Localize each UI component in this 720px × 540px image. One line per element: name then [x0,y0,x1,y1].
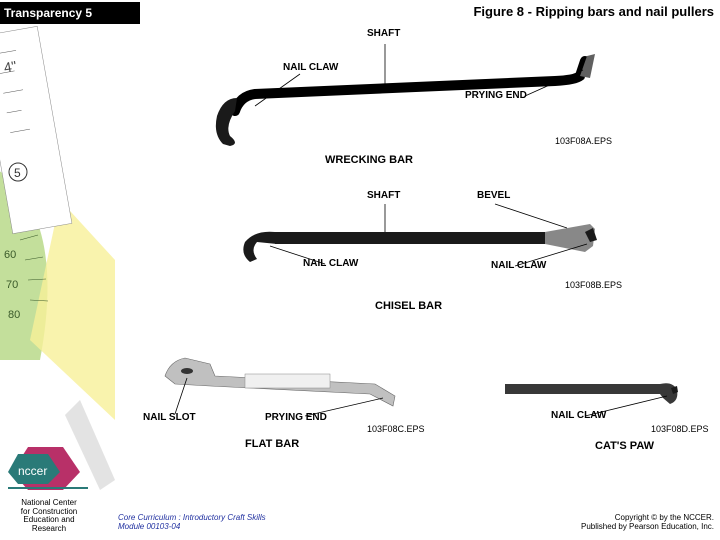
eps-catspaw: 103F08D.EPS [651,424,709,434]
name-wrecking-bar: WRECKING BAR [325,154,413,166]
svg-text:5: 5 [14,166,21,180]
figure-title: Figure 8 - Ripping bars and nail pullers [473,4,714,19]
nccer-logo: nccer [8,442,88,492]
footer-copyright: Copyright © by the NCCER. Published by P… [581,513,714,532]
eps-wrecking: 103F08A.EPS [555,136,612,146]
logo-text: nccer [18,464,47,478]
label-nail-claw: NAIL CLAW [283,62,338,73]
chisel-bar-section: SHAFT BEVEL NAIL CLAW NAIL CLAW 103F08B.… [195,184,635,324]
label-nail-claw-cp: NAIL CLAW [551,410,606,421]
label-prying-end-2: PRYING END [265,412,327,423]
cats-paw-section: NAIL CLAW 103F08D.EPS CAT'S PAW [455,346,715,476]
label-shaft: SHAFT [367,28,400,39]
svg-text:70: 70 [6,279,18,291]
flat-bar-section: NAIL SLOT PRYING END 103F08C.EPS FLAT BA… [115,336,445,476]
eps-chisel: 103F08B.EPS [565,280,622,290]
label-prying-end: PRYING END [465,90,527,101]
footer-org: National Center for Construction Educati… [4,499,94,534]
label-nail-claw-r: NAIL CLAW [491,260,546,271]
svg-text:60: 60 [4,249,16,261]
svg-text:80: 80 [8,309,20,321]
eps-flat: 103F08C.EPS [367,424,425,434]
name-cats-paw: CAT'S PAW [595,440,654,452]
label-bevel: BEVEL [477,190,510,201]
label-nail-slot: NAIL SLOT [143,412,196,423]
label-shaft-2: SHAFT [367,190,400,201]
label-nail-claw-l: NAIL CLAW [303,258,358,269]
diagram-area: SHAFT NAIL CLAW PRYING END 103F08A.EPS W… [115,26,720,496]
wrecking-bar-section: SHAFT NAIL CLAW PRYING END 103F08A.EPS W… [155,26,635,176]
name-flat-bar: FLAT BAR [245,438,299,450]
name-chisel-bar: CHISEL BAR [375,300,442,312]
footer: National Center for Construction Educati… [0,496,720,540]
footer-credit: Core Curriculum : Introductory Craft Ski… [118,513,266,532]
transparency-label: Transparency 5 [4,6,92,20]
transparency-header: Transparency 5 [0,2,140,24]
